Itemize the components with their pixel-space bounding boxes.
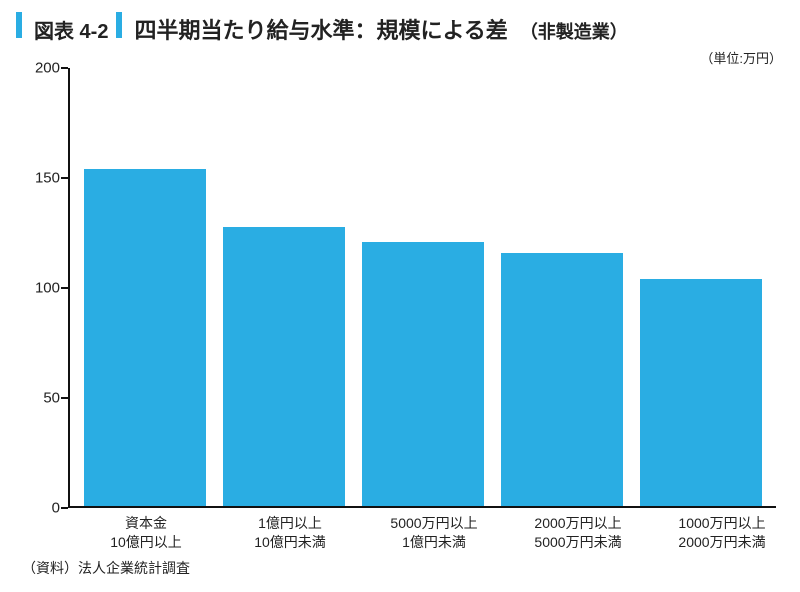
x-tick-label: 2000万円以上 5000万円未満 [517, 514, 639, 552]
y-tick-mark [61, 397, 68, 399]
x-tick-label: 5000万円以上 1億円未満 [373, 514, 495, 552]
chart-title-row: 図表 4-2 四半期当たり給与水準：規模による差 （非製造業） [16, 12, 784, 45]
x-tick-label: 1億円以上 10億円未満 [229, 514, 351, 552]
bar [501, 253, 623, 506]
y-tick-mark [61, 67, 68, 69]
bar [84, 169, 206, 506]
x-tick-label: 1000万円以上 2000万円未満 [661, 514, 783, 552]
bar [362, 242, 484, 506]
x-tick-label: 資本金 10億円以上 [85, 514, 207, 552]
bars-container [70, 68, 776, 506]
x-axis-labels: 資本金 10億円以上 1億円以上 10億円未満 5000万円以上 1億円未満 2000… [68, 514, 800, 552]
title-sub: （非製造業） [520, 18, 628, 44]
y-tick-mark [61, 177, 68, 179]
title-accent-bar-2 [116, 12, 122, 38]
title-main: 四半期当たり給与水準：規模による差 [134, 13, 507, 45]
chart: 050100150200 [24, 68, 776, 508]
y-tick-mark [61, 287, 68, 289]
plot-area [68, 68, 776, 508]
bar [223, 227, 345, 506]
bar [640, 279, 762, 506]
title-prefix: 図表 4-2 [34, 15, 108, 44]
title-accent-bar [16, 12, 22, 38]
y-tick-mark [61, 507, 68, 509]
unit-label: （単位:万円） [700, 48, 782, 67]
source-label: （資料）法人企業統計調査 [22, 558, 190, 578]
